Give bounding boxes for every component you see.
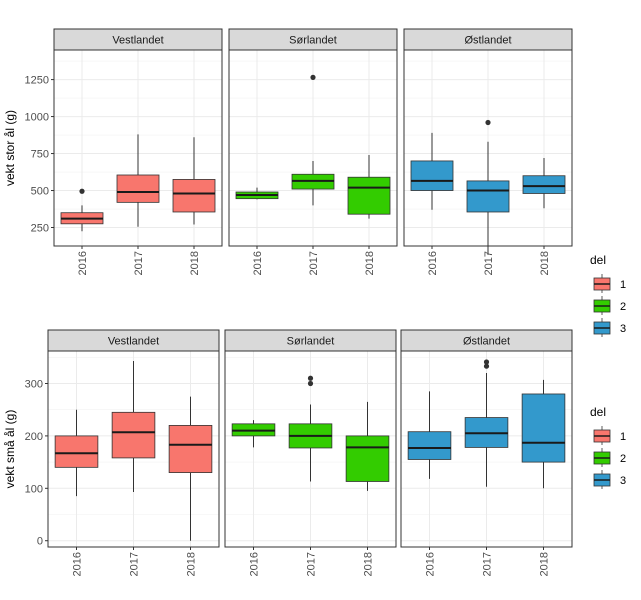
facet-title: Sørlandet bbox=[287, 336, 335, 348]
legend-label: 1 bbox=[620, 279, 626, 291]
x-tick-label: 2016 bbox=[427, 251, 439, 275]
box-iqr bbox=[521, 393, 566, 463]
facet-title: Østlandet bbox=[463, 336, 510, 348]
y-tick-label: 0 bbox=[37, 536, 43, 548]
x-tick-label: 2016 bbox=[249, 552, 261, 576]
panel-border bbox=[400, 350, 573, 548]
y-tick-label: 250 bbox=[31, 223, 49, 235]
x-tick-label: 2018 bbox=[189, 251, 201, 275]
legend-label: 2 bbox=[620, 453, 626, 465]
outlier-point bbox=[310, 74, 316, 80]
y-tick-label: 100 bbox=[25, 483, 43, 495]
x-tick-label: 2016 bbox=[252, 251, 264, 275]
y-axis-title: vekt små ål (g) bbox=[3, 410, 17, 489]
facet-title: Sørlandet bbox=[289, 35, 337, 47]
outlier-point bbox=[485, 119, 491, 126]
legend-label: 2 bbox=[620, 301, 626, 313]
panel-border bbox=[47, 350, 220, 548]
x-tick-label: 2017 bbox=[129, 552, 141, 576]
y-tick-label: 300 bbox=[25, 378, 43, 390]
legend-label: 3 bbox=[620, 475, 626, 487]
y-tick-label: 750 bbox=[31, 149, 49, 161]
box-iqr bbox=[407, 431, 452, 460]
x-tick-label: 2018 bbox=[539, 251, 551, 275]
x-tick-label: 2016 bbox=[72, 552, 84, 576]
facet-title: Vestlandet bbox=[112, 35, 163, 47]
x-tick-label: 2016 bbox=[77, 251, 89, 275]
facet-title: Østlandet bbox=[464, 35, 511, 47]
box-iqr bbox=[345, 435, 390, 482]
outlier-point bbox=[483, 363, 490, 369]
panel-border bbox=[403, 49, 573, 247]
x-tick-label: 2017 bbox=[482, 552, 494, 576]
panel-border bbox=[224, 350, 397, 548]
legend-title: del bbox=[590, 405, 606, 419]
x-tick-label: 2018 bbox=[539, 552, 551, 576]
y-tick-label: 1000 bbox=[25, 112, 49, 124]
facet-title: Vestlandet bbox=[108, 336, 159, 348]
x-tick-label: 2018 bbox=[186, 552, 198, 576]
box-iqr bbox=[116, 174, 160, 203]
y-tick-label: 500 bbox=[31, 186, 49, 198]
y-tick-label: 200 bbox=[25, 431, 43, 443]
box-iqr bbox=[111, 411, 156, 459]
legend-label: 3 bbox=[620, 323, 626, 335]
x-tick-label: 2017 bbox=[306, 552, 318, 576]
y-tick-label: 1250 bbox=[25, 75, 49, 87]
x-tick-label: 2018 bbox=[363, 552, 375, 576]
x-tick-label: 2017 bbox=[308, 251, 320, 275]
legend-label: 1 bbox=[620, 431, 626, 443]
x-tick-label: 2018 bbox=[364, 251, 376, 275]
box-iqr bbox=[54, 435, 99, 468]
outlier-point bbox=[79, 188, 85, 194]
panel-border bbox=[228, 49, 398, 247]
x-tick-label: 2017 bbox=[483, 251, 495, 275]
box-iqr bbox=[172, 179, 216, 213]
box-iqr bbox=[466, 180, 510, 213]
box-iqr bbox=[522, 175, 566, 194]
y-axis-title: vekt stor ål (g) bbox=[3, 110, 17, 186]
outlier-point bbox=[483, 359, 490, 365]
panel-border bbox=[53, 49, 223, 247]
outlier-point bbox=[307, 380, 314, 387]
legend-title: del bbox=[590, 253, 606, 267]
box-iqr bbox=[410, 160, 454, 191]
box-iqr bbox=[168, 425, 213, 473]
box-iqr bbox=[347, 176, 391, 215]
x-tick-label: 2017 bbox=[133, 251, 145, 275]
outlier-point bbox=[307, 375, 314, 381]
x-tick-label: 2016 bbox=[425, 552, 437, 576]
